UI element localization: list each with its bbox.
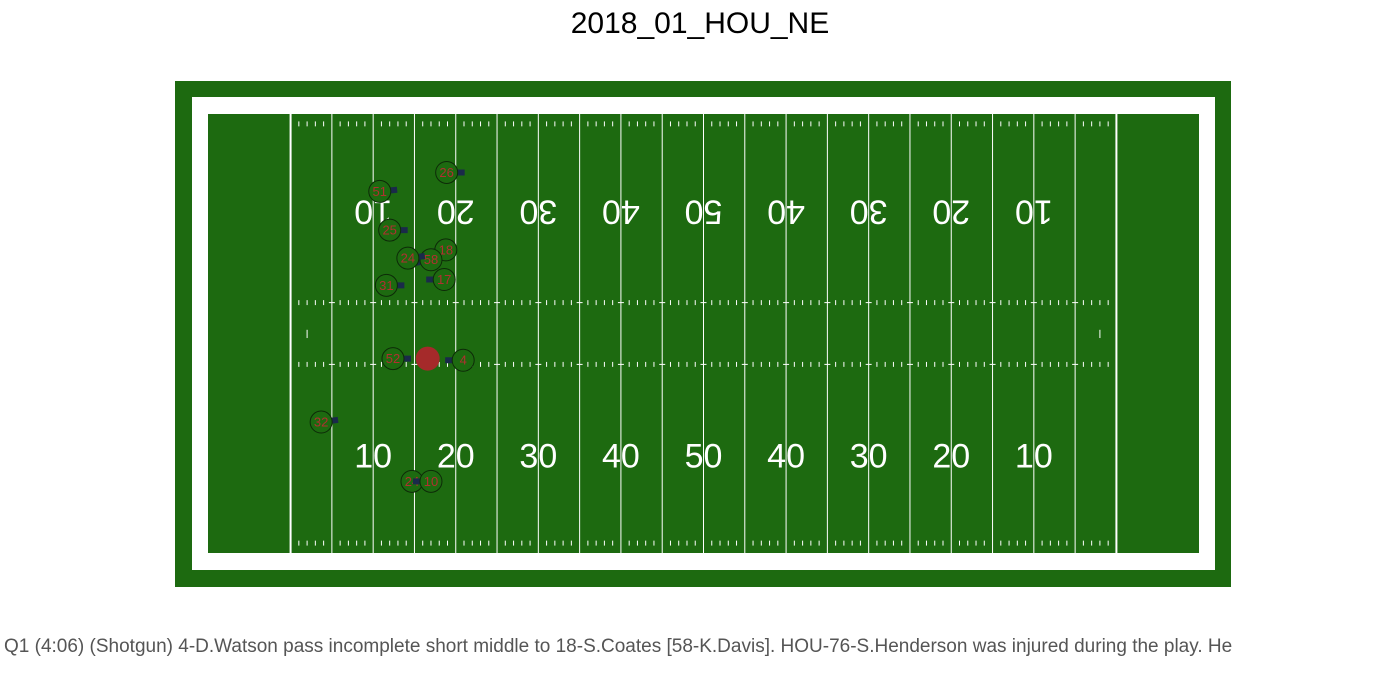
player-number: 51 (373, 184, 387, 199)
football-layer (415, 346, 440, 371)
player-circle (374, 273, 398, 297)
player-number: 10 (424, 474, 438, 489)
play-description: Q1 (4:06) (Shotgun) 4-D.Watson pass inco… (4, 636, 1233, 657)
player-circle (419, 469, 443, 493)
yard-number-bottom: 10 (1015, 437, 1053, 475)
player-circle (435, 160, 459, 184)
chart-title: 2018_01_HOU_NE (570, 7, 830, 40)
player-circle (309, 410, 333, 434)
player-circle (432, 268, 456, 292)
player-marker: 24 (396, 246, 426, 270)
player-marker: 4 (445, 348, 475, 372)
player-circle (396, 246, 420, 270)
player-circle (381, 347, 405, 371)
yard-number-bottom: 40 (767, 437, 805, 475)
player-number: 24 (401, 251, 415, 266)
player-circle (378, 218, 402, 242)
yard-number-top: 30 (850, 193, 888, 231)
yard-number-top: 20 (437, 193, 475, 231)
player-marker: 17 (426, 268, 456, 292)
player-circle (419, 248, 443, 272)
player-circle (451, 348, 475, 372)
player-marker: 25 (378, 218, 408, 242)
player-number: 17 (437, 272, 451, 287)
football (415, 346, 440, 371)
yard-number-bottom: 10 (354, 437, 392, 475)
yard-number-bottom: 30 (850, 437, 888, 475)
player-marker: 26 (435, 160, 465, 184)
yard-number-top: 30 (519, 193, 557, 231)
player-number: 24 (405, 474, 419, 489)
yard-number-bottom: 40 (602, 437, 640, 475)
player-marker: 32 (309, 410, 339, 434)
yard-number-top: 40 (602, 193, 640, 231)
yard-number-bottom: 20 (437, 437, 475, 475)
yard-number-bottom: 20 (932, 437, 970, 475)
player-marker: 51 (368, 179, 398, 203)
yard-number-bottom: 30 (519, 437, 557, 475)
player-number: 58 (424, 252, 438, 267)
player-marker: 52 (381, 347, 411, 371)
yard-number-top: 40 (767, 193, 805, 231)
player-number: 32 (314, 414, 328, 429)
player-marker: 31 (374, 273, 405, 297)
player-number: 25 (382, 223, 396, 238)
yard-number-top: 50 (685, 193, 723, 231)
yard-number-top: 20 (932, 193, 970, 231)
yard-number-bottom: 50 (685, 437, 723, 475)
player-number: 4 (460, 353, 467, 368)
player-circle (368, 179, 392, 203)
player-number: 26 (439, 165, 453, 180)
player-number: 31 (379, 278, 393, 293)
player-marker: 10 (412, 469, 443, 493)
player-number: 52 (386, 351, 400, 366)
yard-number-top: 10 (1015, 193, 1053, 231)
field-lines (289, 114, 1118, 553)
player-number: 18 (439, 242, 453, 257)
